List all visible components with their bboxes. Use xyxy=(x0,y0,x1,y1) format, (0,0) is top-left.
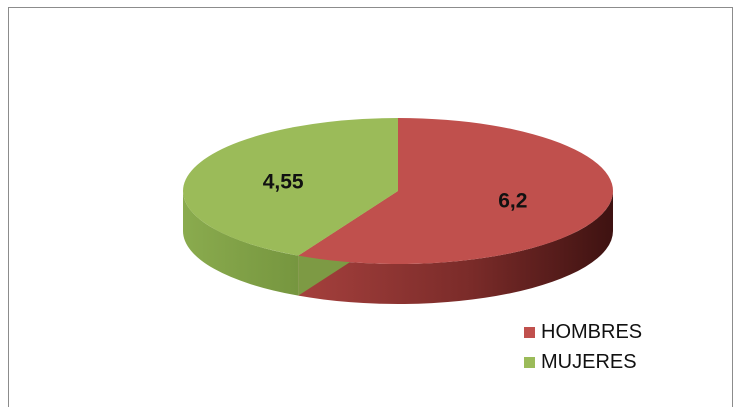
pie-side-hombres xyxy=(298,191,613,305)
pie-slice-hombres xyxy=(298,118,613,264)
legend-swatch-hombres xyxy=(524,326,535,338)
pie-slice-mujeres xyxy=(183,118,398,256)
legend-item-mujeres: MUJERES xyxy=(524,347,642,377)
data-label-hombres: 6,2 xyxy=(498,190,527,213)
data-label-mujeres: 4,55 xyxy=(263,170,304,193)
legend-swatch-mujeres xyxy=(524,356,535,368)
legend-label-hombres: HOMBRES xyxy=(541,320,643,343)
pie-chart: 6,2 4,55 xyxy=(183,118,613,305)
legend-item-hombres: HOMBRES xyxy=(524,317,642,347)
pie-side-mujeres xyxy=(183,191,299,296)
chart-frame: 6,2 4,55 HOMBRES MUJERES xyxy=(8,7,733,407)
legend-label-mujeres: MUJERES xyxy=(541,350,637,373)
legend: HOMBRES MUJERES xyxy=(524,317,642,377)
